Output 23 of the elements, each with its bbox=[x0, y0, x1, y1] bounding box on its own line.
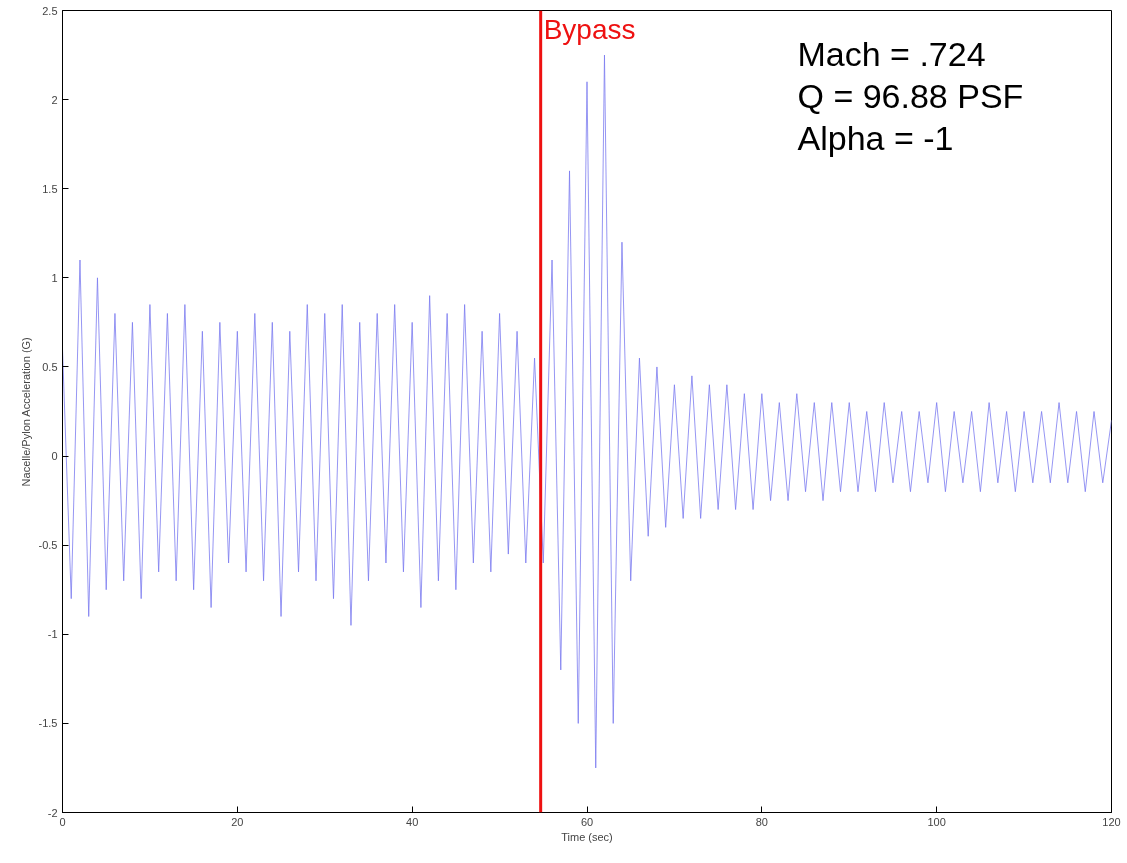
x-tick-label: 20 bbox=[231, 815, 244, 828]
y-tick-label: 0 bbox=[51, 450, 58, 463]
x-axis-title: Time (sec) bbox=[561, 830, 613, 843]
y-tick-label: -0.5 bbox=[38, 539, 58, 552]
y-tick-label: -1 bbox=[47, 628, 58, 641]
y-tick-label: 0.5 bbox=[42, 360, 58, 373]
y-tick-label: -1.5 bbox=[38, 717, 58, 730]
y-tick-label: 1.5 bbox=[42, 182, 58, 195]
x-tick-label: 0 bbox=[59, 815, 66, 828]
x-tick-label: 100 bbox=[927, 815, 946, 828]
y-axis-title: Nacelle/Pylon Acceleration (G) bbox=[19, 337, 32, 487]
y-tick-label: 2.5 bbox=[42, 4, 58, 17]
y-tick-label: 1 bbox=[51, 271, 58, 284]
y-tick-label: -2 bbox=[47, 806, 58, 819]
annotation: Alpha = -1 bbox=[797, 118, 954, 157]
ref-line-label: Bypass bbox=[543, 13, 636, 45]
x-tick-label: 80 bbox=[755, 815, 768, 828]
annotation: Q = 96.88 PSF bbox=[797, 76, 1024, 115]
x-tick-label: 60 bbox=[580, 815, 594, 828]
x-tick-label: 40 bbox=[406, 815, 419, 828]
x-tick-label: 120 bbox=[1102, 815, 1121, 828]
annotation: Mach = .724 bbox=[797, 34, 986, 73]
y-tick-label: 2 bbox=[51, 93, 58, 106]
